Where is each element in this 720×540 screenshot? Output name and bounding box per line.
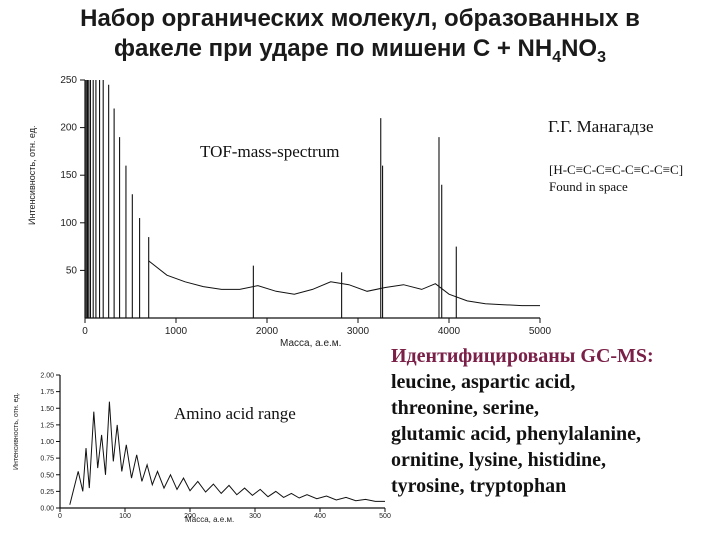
aa-y-tick-label: 1.50: [40, 406, 54, 413]
tof-x-ticks: 0 1000 2000 3000 4000 5000: [82, 318, 552, 337]
aa-y-tick-label: 1.25: [40, 422, 54, 429]
tof-y-tick-label: 50: [66, 265, 78, 276]
aa-x-axis-label: Масса, а.е.м.: [185, 515, 234, 524]
aa-y-tick-label: 0.00: [40, 506, 54, 513]
identified-line: leucine, aspartic acid,: [391, 371, 576, 393]
aa-x-tick-label: 200: [184, 513, 196, 520]
tof-x-tick-label: 0: [82, 326, 88, 337]
aa-x-tick-label: 0: [58, 513, 62, 520]
aa-y-tick-label: 2.00: [40, 373, 54, 380]
aa-x-tick-label: 400: [314, 513, 326, 520]
aa-spectrum-trace: [69, 401, 385, 505]
tof-y-axis-label: Интенсивность, отн. ед.: [27, 126, 37, 226]
tof-y-ticks: 50 100 150 200 250: [60, 75, 85, 276]
aa-y-tick-label: 0.50: [40, 472, 54, 479]
tof-mass-spectrum-label: TOF-mass-spectrum: [200, 142, 340, 161]
tof-y-tick-label: 200: [60, 123, 77, 134]
aa-y-tick-label: 0.25: [40, 489, 54, 496]
tof-mass-spectrum-chart: 50 100 150 200 250 0 1000 2000 3000 4000 5000 Инт…: [27, 75, 552, 349]
aa-x-tick-label: 500: [379, 513, 391, 520]
aa-y-ticks: 0.00 0.25 0.50 0.75 1.00 1.25 1.50 1.75 2.00: [40, 373, 60, 513]
identified-line: threonine, serine,: [391, 397, 539, 419]
tof-x-tick-label: 2000: [256, 326, 279, 337]
aa-x-ticks: 0 100 200 300 400 500: [58, 508, 391, 520]
polyyne-formula-label: [H-C≡C-C≡C-C≡C-C≡C]: [549, 162, 684, 177]
title-mid: NO: [561, 35, 598, 62]
identified-line: tyrosine, tryptophan: [391, 475, 567, 497]
aa-y-axis-label: Интенсивность, отн. ед.: [13, 393, 20, 470]
tof-y-tick-label: 150: [60, 170, 77, 181]
title-line-1: Набор органических молекул, образованных…: [80, 5, 640, 32]
aa-x-tick-label: 100: [119, 513, 131, 520]
identified-line: ornitine, lysine, histidine,: [391, 449, 607, 471]
tof-y-tick-label: 250: [60, 75, 77, 86]
tof-baseline-trace: [148, 260, 540, 307]
aa-y-tick-label: 0.75: [40, 456, 54, 463]
tof-x-tick-label: 4000: [438, 326, 461, 337]
found-in-space-label: Found in space: [549, 179, 628, 194]
title-subscript-1: 4: [552, 48, 562, 66]
tof-y-tick-label: 100: [60, 218, 77, 229]
identified-line: glutamic acid, phenylalanine,: [391, 423, 642, 445]
amino-acid-range-label: Amino acid range: [174, 404, 296, 423]
tof-x-tick-label: 5000: [529, 326, 552, 337]
aa-y-tick-label: 1.75: [40, 389, 54, 396]
identified-compounds: Идентифицированы GC-MS: leucine, asparti…: [391, 343, 716, 499]
amino-acid-range-chart: 0.00 0.25 0.50 0.75 1.00 1.25 1.50 1.75 2.00 0 10…: [13, 373, 391, 525]
aa-x-tick-label: 300: [249, 513, 261, 520]
tof-x-axis-label: Масса, а.е.м.: [280, 338, 341, 349]
title-subscript-2: 3: [597, 48, 606, 66]
aa-y-tick-label: 1.00: [40, 439, 54, 446]
identified-heading: Идентифицированы GC-MS:: [391, 345, 654, 367]
title-line-2-prefix: факеле при ударе по мишени С + NH: [114, 35, 553, 62]
tof-x-tick-label: 1000: [165, 326, 188, 337]
tof-x-tick-label: 3000: [347, 326, 370, 337]
tof-peaks: [84, 80, 457, 318]
title-line-2: факеле при ударе по мишени С + NH4NO3: [0, 34, 720, 73]
author-label: Г.Г. Манагадзе: [548, 117, 654, 136]
slide-title: Набор органических молекул, образованных…: [0, 4, 720, 73]
